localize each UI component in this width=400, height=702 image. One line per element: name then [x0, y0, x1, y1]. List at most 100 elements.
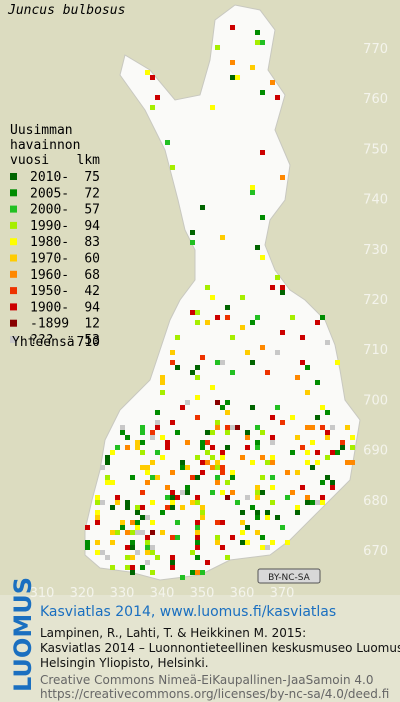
record-square	[230, 75, 235, 80]
record-square	[230, 425, 235, 430]
record-square	[245, 435, 250, 440]
record-square	[305, 390, 310, 395]
record-square	[100, 550, 105, 555]
record-square	[270, 415, 275, 420]
record-square	[125, 505, 130, 510]
record-square	[305, 495, 310, 500]
y-tick-label: 740	[363, 193, 388, 208]
legend-label: 1990-	[30, 219, 69, 234]
record-square	[140, 440, 145, 445]
record-square	[195, 320, 200, 325]
record-square	[270, 435, 275, 440]
record-square	[205, 450, 210, 455]
y-tick-label: 720	[363, 293, 388, 308]
record-square	[125, 435, 130, 440]
record-square	[325, 410, 330, 415]
record-square	[150, 530, 155, 535]
record-square	[320, 405, 325, 410]
record-square	[135, 505, 140, 510]
record-square	[175, 520, 180, 525]
legend-count: 68	[84, 268, 100, 283]
record-square	[110, 450, 115, 455]
record-square	[170, 555, 175, 560]
record-square	[250, 360, 255, 365]
record-square	[280, 285, 285, 290]
grid-ticks: 310 320 330 340 350 360 370 770 760 750 740 730 720 7…	[30, 42, 388, 601]
record-square	[265, 510, 270, 515]
record-square	[135, 445, 140, 450]
record-square	[240, 520, 245, 525]
legend-swatch	[10, 173, 17, 180]
record-square	[140, 515, 145, 520]
record-square	[220, 465, 225, 470]
record-square	[320, 425, 325, 430]
record-square	[285, 540, 290, 545]
record-square	[140, 490, 145, 495]
legend: 2010- 75 2005- 72 2000- 57 1990- 94 1980- 83 1970-…	[10, 170, 100, 348]
record-square	[115, 495, 120, 500]
record-square	[125, 545, 130, 550]
record-square	[215, 315, 220, 320]
legend-label: 2010-	[30, 170, 69, 185]
record-square	[335, 360, 340, 365]
legend-swatch	[10, 303, 17, 311]
record-square	[225, 410, 230, 415]
citation: Helsingin Yliopisto, Helsinki.	[40, 656, 209, 670]
record-square	[180, 405, 185, 410]
record-square	[215, 520, 220, 525]
record-square	[145, 480, 150, 485]
record-square	[195, 395, 200, 400]
record-square	[255, 425, 260, 430]
record-square	[315, 380, 320, 385]
record-square	[155, 425, 160, 430]
record-square	[235, 500, 240, 505]
legend-swatch	[10, 221, 17, 229]
record-square	[185, 490, 190, 495]
record-square	[275, 95, 280, 100]
record-square	[275, 515, 280, 520]
record-square	[145, 470, 150, 475]
record-square	[130, 570, 135, 575]
record-square	[215, 535, 220, 540]
record-square	[190, 310, 195, 315]
record-square	[125, 445, 130, 450]
record-square	[220, 235, 225, 240]
record-square	[350, 460, 355, 465]
record-square	[130, 555, 135, 560]
record-square	[325, 435, 330, 440]
record-square	[220, 490, 225, 495]
record-square	[320, 495, 325, 500]
record-square	[190, 550, 195, 555]
license-badge	[257, 568, 321, 584]
record-square	[195, 570, 200, 575]
record-square	[270, 455, 275, 460]
record-square	[170, 165, 175, 170]
record-square	[165, 485, 170, 490]
record-square	[115, 445, 120, 450]
record-square	[110, 480, 115, 485]
record-square	[255, 515, 260, 520]
legend-count-heading: lkm	[77, 153, 101, 168]
record-square	[150, 430, 155, 435]
record-square	[225, 480, 230, 485]
record-square	[280, 330, 285, 335]
record-square	[280, 525, 285, 530]
record-square	[110, 565, 115, 570]
legend-swatch	[10, 336, 17, 343]
record-square	[330, 425, 335, 430]
record-square	[180, 575, 185, 580]
legend-count: 72	[84, 186, 100, 201]
record-square	[230, 25, 235, 30]
record-square	[195, 455, 200, 460]
record-square	[105, 475, 110, 480]
record-square	[305, 365, 310, 370]
record-square	[95, 510, 100, 515]
record-square	[150, 460, 155, 465]
record-square	[100, 465, 105, 470]
record-square	[150, 520, 155, 525]
legend-label: ???	[30, 333, 53, 348]
legend-count: 53	[84, 333, 100, 348]
legend-label: 1980-	[30, 235, 69, 250]
record-square	[155, 450, 160, 455]
